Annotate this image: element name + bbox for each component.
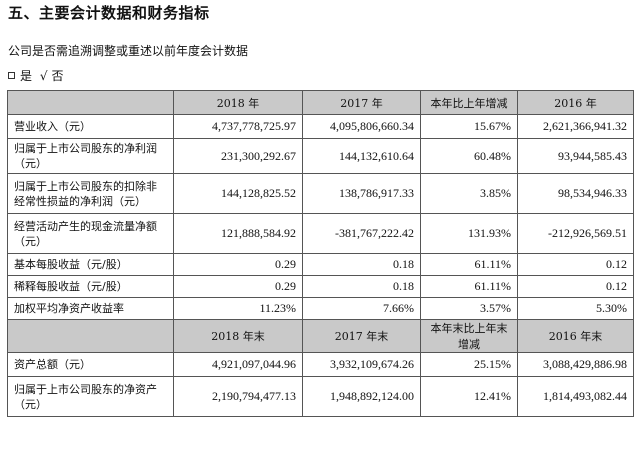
cell-value: 3.85% [420,173,518,214]
checkbox-icon [8,72,15,79]
header-cell: 2018 年末 [173,319,303,353]
cell-value: 1,814,493,082.44 [517,376,634,417]
cell-value: 0.29 [173,253,303,276]
table-row: 稀释每股收益（元/股） 0.29 0.18 61.11% 0.12 [7,275,634,298]
table-row: 归属于上市公司股东的净资产（元） 2,190,794,477.13 1,948,… [7,376,634,417]
row-label: 稀释每股收益（元/股） [7,275,174,298]
cell-value: 144,128,825.52 [173,173,303,214]
cell-value: 144,132,610.64 [302,138,421,174]
header-cell: 2018 年 [173,90,303,115]
cell-value: 121,888,584.92 [173,213,303,254]
header-cell: 2017 年 [302,90,421,115]
restatement-answer: 是 √ 否 [8,67,68,84]
row-label: 营业收入（元） [7,114,174,139]
cell-value: 1,948,892,124.00 [302,376,421,417]
cell-value: -212,926,569.51 [517,213,634,254]
cell-value: 3.57% [420,297,518,320]
table-row: 资产总额（元） 4,921,097,044.96 3,932,109,674.2… [7,352,634,377]
header-cell [7,90,174,115]
cell-value: 3,932,109,674.26 [302,352,421,377]
cell-value: 25.15% [420,352,518,377]
header-cell: 2016 年末 [517,319,634,353]
cell-value: 2,621,366,941.32 [517,114,634,139]
row-label: 经营活动产生的现金流量净额（元） [7,213,174,254]
answer-yes: 是 [20,69,33,83]
cell-value: 60.48% [420,138,518,174]
cell-value: 3,088,429,886.98 [517,352,634,377]
restatement-question: 公司是否需追溯调整或重述以前年度会计数据 [8,44,249,58]
cell-value: 0.12 [517,275,634,298]
table-row: 归属于上市公司股东的扣除非经常性损益的净利润（元） 144,128,825.52… [7,173,634,214]
cell-value: 0.29 [173,275,303,298]
header-cell: 本年比上年增减 [420,90,518,115]
cell-value: 0.18 [302,253,421,276]
financial-indicators-table: 2018 年 2017 年 本年比上年增减 2016 年 营业收入（元） 4,7… [7,90,634,417]
cell-value: 12.41% [420,376,518,417]
cell-value: 61.11% [420,275,518,298]
row-label: 基本每股收益（元/股） [7,253,174,276]
cell-value: 93,944,585.43 [517,138,634,174]
cell-value: -381,767,222.42 [302,213,421,254]
cell-value: 4,095,806,660.34 [302,114,421,139]
section-heading: 五、主要会计数据和财务指标 [8,4,210,22]
row-label: 加权平均净资产收益率 [7,297,174,320]
cell-value: 138,786,917.33 [302,173,421,214]
cell-value: 4,737,778,725.97 [173,114,303,139]
cell-value: 0.12 [517,253,634,276]
cell-value: 98,534,946.33 [517,173,634,214]
header-cell: 2016 年 [517,90,634,115]
answer-no: 否 [51,69,64,83]
cell-value: 4,921,097,044.96 [173,352,303,377]
cell-value: 5.30% [517,297,634,320]
row-label: 归属于上市公司股东的净资产（元） [7,376,174,417]
cell-value: 15.67% [420,114,518,139]
cell-value: 11.23% [173,297,303,320]
cell-value: 61.11% [420,253,518,276]
table-row: 归属于上市公司股东的净利润（元） 231,300,292.67 144,132,… [7,138,634,174]
row-label: 归属于上市公司股东的净利润（元） [7,138,174,174]
table-row: 营业收入（元） 4,737,778,725.97 4,095,806,660.3… [7,114,634,139]
cell-value: 231,300,292.67 [173,138,303,174]
check-mark-icon: √ [39,69,48,83]
row-label: 归属于上市公司股东的扣除非经常性损益的净利润（元） [7,173,174,214]
header-cell [7,319,174,353]
table-row: 基本每股收益（元/股） 0.29 0.18 61.11% 0.12 [7,253,634,276]
cell-value: 7.66% [302,297,421,320]
row-label: 资产总额（元） [7,352,174,377]
table-header-row: 2018 年 2017 年 本年比上年增减 2016 年 [7,90,634,115]
cell-value: 131.93% [420,213,518,254]
header-cell: 本年末比上年末增减 [420,319,518,353]
table-subheader-row: 2018 年末 2017 年末 本年末比上年末增减 2016 年末 [7,319,634,353]
table-row: 加权平均净资产收益率 11.23% 7.66% 3.57% 5.30% [7,297,634,320]
cell-value: 0.18 [302,275,421,298]
cell-value: 2,190,794,477.13 [173,376,303,417]
header-cell: 2017 年末 [302,319,421,353]
table-row: 经营活动产生的现金流量净额（元） 121,888,584.92 -381,767… [7,213,634,254]
